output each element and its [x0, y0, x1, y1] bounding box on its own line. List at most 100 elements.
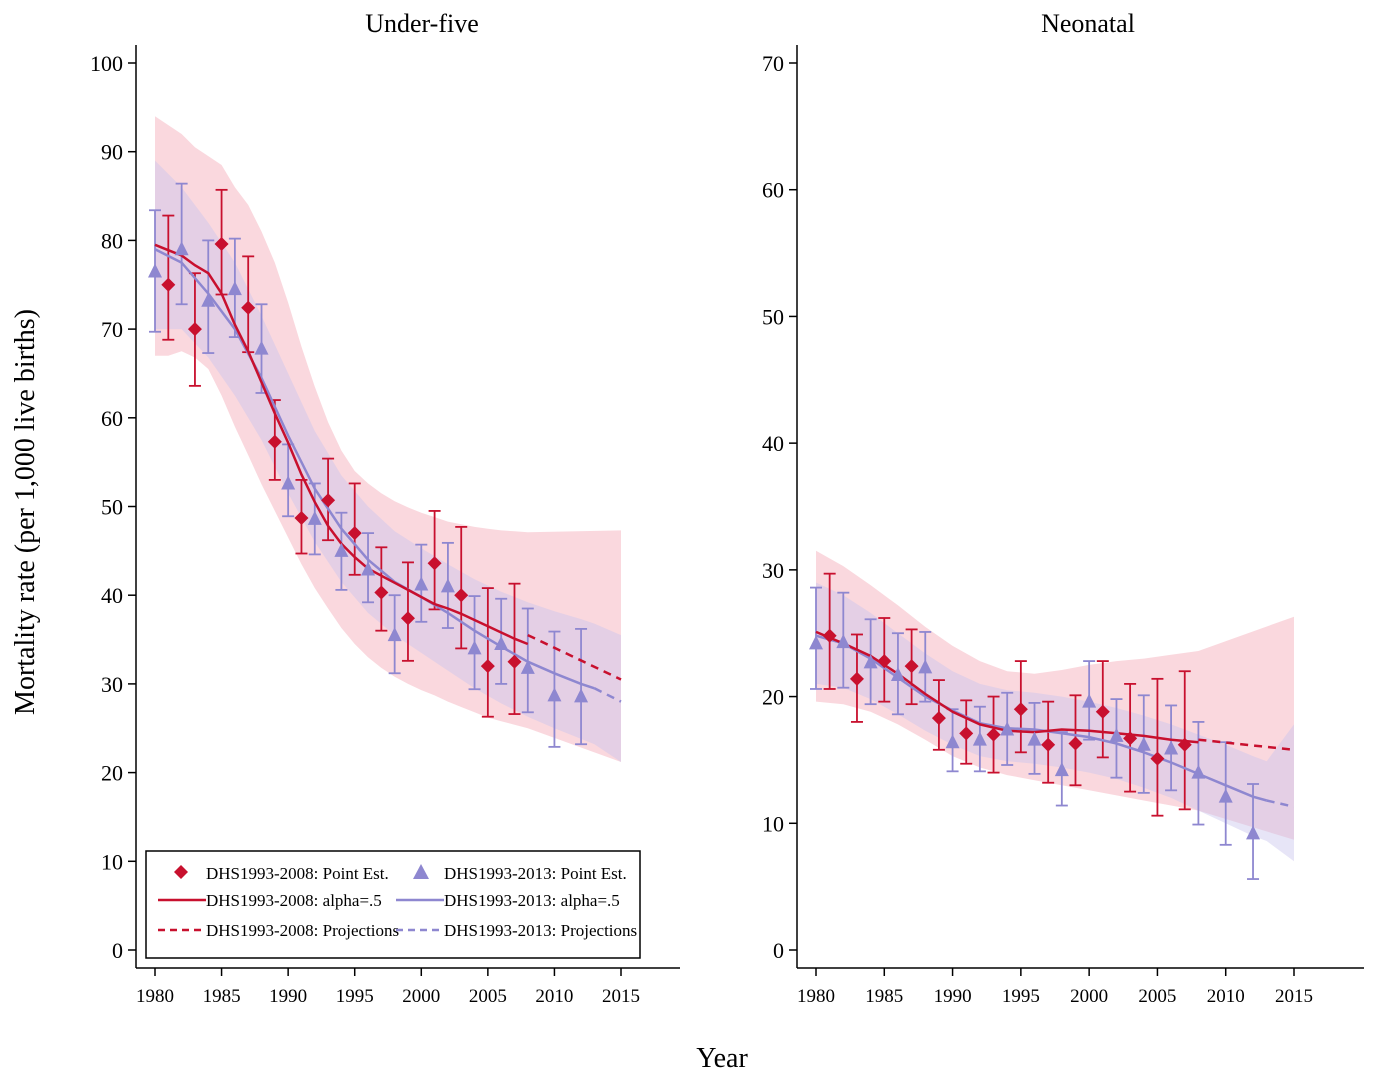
- x-tick-label: 1985: [203, 986, 241, 1007]
- marker-triangle-dhs2013: [890, 667, 905, 682]
- marker-triangle-dhs2013: [1164, 740, 1179, 755]
- band-dhs2008: [155, 116, 621, 762]
- marker-triangle-dhs2013: [520, 659, 535, 674]
- panel-neonatal: Neonatal 0 10 20 30 40 50 60 70 1980 1985 1990 1995…: [762, 9, 1364, 1007]
- y-tick-label: 90: [101, 140, 123, 165]
- marker-triangle-dhs2013: [227, 281, 242, 296]
- x-tick-label: 2000: [1070, 986, 1108, 1007]
- x-tick-label: 2005: [469, 986, 507, 1007]
- marker-triangle-dhs2013: [1027, 731, 1042, 746]
- marker-triangle-dhs2013: [1109, 727, 1124, 742]
- marker-triangle-dhs2013: [972, 731, 987, 746]
- panel-title-neonatal: Neonatal: [1041, 9, 1135, 38]
- marker-diamond-dhs2008: [294, 511, 309, 526]
- y-tick-label: 60: [762, 178, 784, 203]
- marker-diamond-dhs2008: [849, 671, 864, 686]
- marker-triangle-dhs2013: [945, 734, 960, 749]
- marker-diamond-dhs2008: [321, 493, 336, 508]
- y-tick-label: 10: [101, 849, 123, 874]
- marker-diamond-dhs2008: [1095, 704, 1110, 719]
- y-tick-label: 0: [773, 938, 784, 963]
- marker-diamond-dhs2008: [1123, 731, 1138, 746]
- marker-diamond-dhs2008: [454, 588, 469, 603]
- marker-diamond-dhs2008: [1150, 751, 1165, 766]
- y-tick-label: 0: [112, 938, 123, 963]
- y-tick-label: 50: [762, 304, 784, 329]
- marker-triangle-dhs2013: [547, 687, 562, 702]
- legend-label-proj-2013: DHS1993-2013: Projections: [444, 921, 637, 940]
- marker-diamond-dhs2008: [187, 322, 202, 337]
- x-axis-label: Year: [696, 1043, 748, 1072]
- y-axis-label: Mortality rate (per 1,000 live births): [10, 309, 41, 715]
- x-tick-label: 2015: [1275, 986, 1313, 1007]
- y-tick-label: 40: [762, 431, 784, 456]
- marker-diamond-dhs2008: [214, 236, 229, 251]
- marker-triangle-dhs2013: [281, 475, 296, 490]
- marker-diamond-dhs2008: [1013, 702, 1028, 717]
- panel-under-five: Under-five 0 10 20 30 40 50 60 70 80 90 100 1980 198…: [90, 9, 680, 1007]
- marker-triangle-dhs2013: [307, 510, 322, 525]
- legend-marker-triangle: [413, 864, 429, 879]
- x-tick-label: 2010: [535, 986, 573, 1007]
- x-tick-label: 1980: [797, 986, 835, 1007]
- x-tick-label: 2000: [402, 986, 440, 1007]
- legend-label-smooth-2013: DHS1993-2013: alpha=.5: [444, 891, 620, 910]
- marker-diamond-dhs2008: [986, 727, 1001, 742]
- marker-triangle-dhs2013: [1000, 721, 1015, 736]
- marker-triangle-dhs2013: [334, 542, 349, 557]
- line-projection-dhs2008: [1198, 738, 1295, 752]
- marker-triangle-dhs2013: [918, 659, 933, 674]
- marker-triangle-dhs2013: [148, 263, 162, 278]
- x-tick-label: 1995: [1002, 986, 1040, 1007]
- legend: DHS1993-2008: Point Est. DHS1993-2013: P…: [145, 850, 641, 959]
- y-tick-label: 10: [762, 811, 784, 836]
- y-tick-label: 50: [101, 495, 123, 520]
- line-projection-dhs2013: [1266, 799, 1295, 809]
- x-tick-label: 1990: [934, 986, 972, 1007]
- marker-triangle-dhs2013: [1082, 693, 1097, 708]
- x-tick-label: 2005: [1138, 986, 1176, 1007]
- legend-label-point-2013: DHS1993-2013: Point Est.: [444, 864, 627, 883]
- y-tick-label: 30: [101, 672, 123, 697]
- marker-triangle-dhs2013: [809, 635, 823, 650]
- marker-triangle-dhs2013: [1191, 764, 1206, 779]
- marker-triangle-dhs2013: [1136, 736, 1151, 751]
- marker-diamond-dhs2008: [267, 434, 282, 449]
- marker-triangle-dhs2013: [201, 292, 216, 307]
- y-tick-label: 70: [101, 317, 123, 342]
- marker-diamond-dhs2008: [480, 659, 495, 674]
- marker-diamond-dhs2008: [241, 300, 256, 315]
- marker-triangle-dhs2013: [467, 640, 482, 655]
- marker-triangle-dhs2013: [494, 635, 509, 650]
- marker-diamond-dhs2008: [427, 556, 442, 571]
- marker-triangle-dhs2013: [414, 576, 429, 591]
- x-tick-label: 2010: [1207, 986, 1245, 1007]
- line-smooth-dhs2013: [154, 248, 595, 690]
- marker-diamond-dhs2008: [1068, 736, 1083, 751]
- marker-diamond-dhs2008: [877, 654, 892, 669]
- y-tick-label: 20: [101, 761, 123, 786]
- band-dhs2013: [816, 582, 1294, 862]
- legend-label-proj-2008: DHS1993-2008: Projections: [206, 921, 399, 940]
- marker-triangle-dhs2013: [863, 654, 878, 669]
- legend-marker-diamond: [174, 865, 188, 879]
- marker-triangle-dhs2013: [387, 627, 402, 642]
- y-tick-label: 20: [762, 685, 784, 710]
- marker-diamond-dhs2008: [1041, 737, 1056, 752]
- marker-triangle-dhs2013: [254, 340, 269, 355]
- marker-diamond-dhs2008: [959, 726, 974, 741]
- marker-diamond-dhs2008: [507, 654, 522, 669]
- marker-triangle-dhs2013: [361, 561, 376, 576]
- panel-title-under-five: Under-five: [365, 9, 479, 38]
- legend-box: [145, 850, 641, 959]
- marker-diamond-dhs2008: [400, 611, 415, 626]
- marker-triangle-dhs2013: [440, 578, 455, 593]
- band-dhs2013: [155, 160, 621, 763]
- y-tick-label: 80: [101, 228, 123, 253]
- legend-label-point-2008: DHS1993-2008: Point Est.: [206, 864, 389, 883]
- line-projection-dhs2013: [593, 687, 622, 703]
- marker-triangle-dhs2013: [836, 634, 851, 649]
- marker-diamond-dhs2008: [347, 526, 362, 541]
- y-tick-label: 60: [101, 406, 123, 431]
- y-tick-label: 100: [90, 51, 123, 76]
